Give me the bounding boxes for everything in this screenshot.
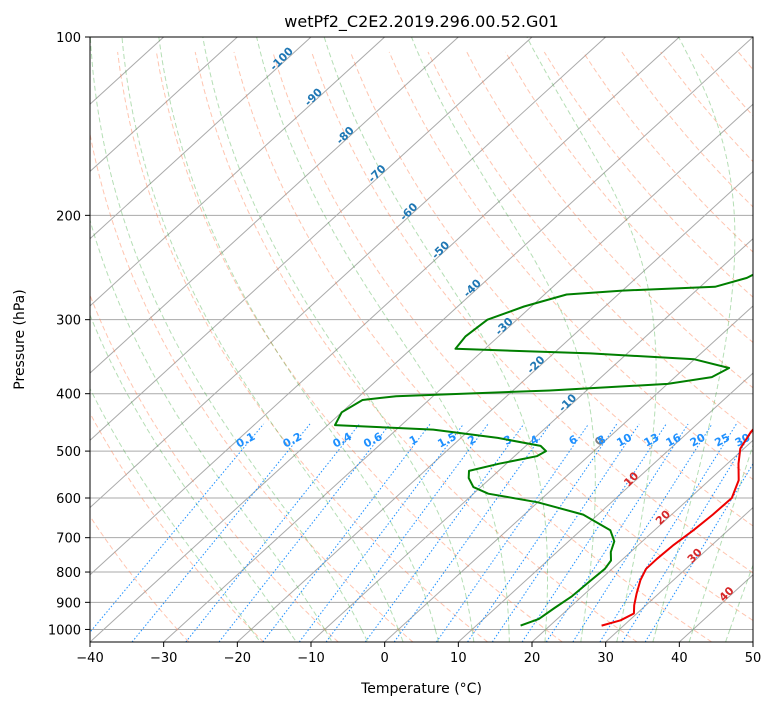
mixing-ratio-line [131,423,311,642]
x-tick-label: 50 [745,651,762,666]
moist-adiabat [725,563,753,642]
isotherm-line [90,37,680,576]
y-axis-ticks: 100 200 300 400 500 600 700 800 900 1000 [48,31,90,638]
moist-adiabat [202,37,475,642]
mixing-ratio-label: 20 [688,431,708,450]
moist-adiabat [256,37,510,642]
y-tick-label: 700 [56,532,81,547]
skewed-isotherms [90,37,753,642]
moist-adiabat [323,37,548,642]
moist-adiabat [652,37,736,642]
y-tick-label: 200 [56,209,81,224]
y-tick-label: 300 [56,314,81,329]
moist-adiabat [90,37,369,642]
dry-adiabat [90,412,264,642]
mixing-ratio-line [262,423,431,642]
y-tick-label: 800 [56,566,81,581]
chart-title: wetPf2_C2E2.2019.296.00.52.G01 [284,12,558,32]
y-tick-label: 400 [56,388,81,403]
y-tick-label: 900 [56,596,81,611]
dry-adiabat [311,51,753,574]
dry-adiabat [233,51,712,642]
isotherm-line [605,506,753,642]
dry-adiabat [505,51,753,344]
temperature-profile-line [601,427,753,627]
dry-adiabat [272,51,753,622]
x-tick-label: 20 [524,651,541,666]
mixing-ratio-label: 16 [664,431,684,450]
y-tick-label: 100 [56,31,81,46]
mixing-ratio-line [218,423,391,642]
y-tick-label: 500 [56,445,81,460]
mixing-ratio-line [436,423,589,642]
dry-adiabat [466,51,753,389]
profile-series [334,273,753,627]
moist-adiabat [526,37,657,642]
isotherm-line [90,37,386,307]
mixing-ratio-line [393,423,551,642]
x-axis-label: Temperature (°C) [360,681,482,697]
mixing-ratio-line [545,423,689,642]
x-tick-label: −30 [150,651,177,666]
x-tick-label: −10 [297,651,324,666]
dry-adiabat [90,131,414,642]
y-tick-label: 1000 [48,623,81,638]
pressure-gridlines [90,37,753,630]
dry-adiabat [117,51,488,642]
mixing-ratio-lines [90,423,753,642]
isotherm-line [163,103,753,642]
moist-adiabat [158,37,439,642]
mixing-ratio-label: 10 [614,431,634,450]
moist-adiabats [90,37,753,642]
moist-adiabat [90,387,261,642]
isotherm-line [90,37,753,642]
isotherm-line [90,37,607,509]
x-tick-label: −40 [76,651,103,666]
dry-adiabat [388,51,753,481]
isotherm-line [90,37,459,374]
moist-adiabat [411,37,596,642]
mixing-ratio-label: 13 [642,431,662,450]
isotherm-line [310,237,753,642]
x-tick-label: −20 [224,651,251,666]
dry-adiabat [427,51,753,435]
mixing-ratio-line [364,423,525,642]
x-tick-label: 30 [597,651,614,666]
moist-adiabat [121,37,404,642]
mixing-ratio-line [521,423,667,642]
isotherm-line [531,439,753,642]
isotherm-line [90,37,312,240]
isotherm-line [236,170,753,642]
y-axis-label: Pressure (hPa) [12,289,28,389]
x-tick-label: 40 [671,651,688,666]
isotherm-line [457,372,753,642]
moist-adiabat [688,443,753,642]
x-tick-label: 10 [450,651,467,666]
dewpoint-profile-line [334,273,753,627]
dry-adiabat [543,51,753,298]
mixing-ratio-label: 25 [712,431,732,450]
plot-area: -100-90-80-70-60-50-40-30-20-10010203040… [90,37,753,642]
mixing-ratio-line [644,462,753,642]
isotherm-line [90,37,533,442]
y-tick-label: 600 [56,492,81,507]
dry-adiabat [155,51,563,642]
isotherm-line [384,305,753,642]
mixing-ratio-line [572,423,713,642]
isotherm-line [90,37,238,173]
mixing-ratio-line [621,428,753,642]
mixing-ratio-line [185,423,360,642]
moist-adiabat [90,218,333,642]
dry-adiabat [194,51,638,642]
moist-adiabat [90,313,297,642]
mixing-ratio-line [599,423,737,642]
plot-frame [89,36,754,643]
x-tick-label: 0 [381,651,389,666]
x-axis-ticks: −40 −30 −20 −10 0 10 20 30 40 50 [76,642,761,666]
